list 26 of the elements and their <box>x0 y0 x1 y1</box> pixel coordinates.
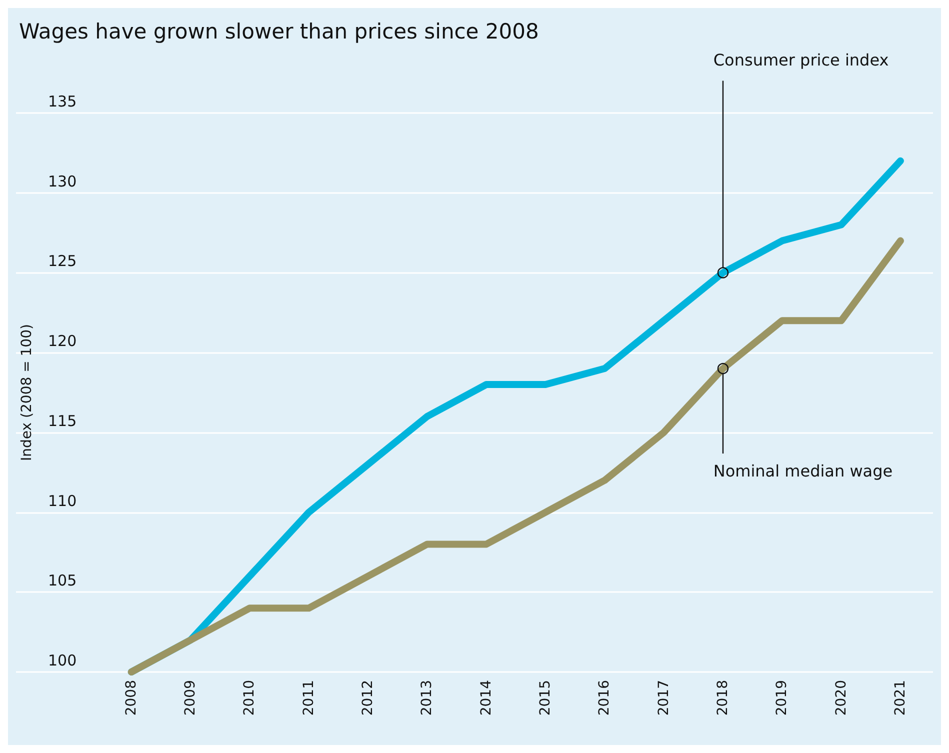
x-tick-label: 2018 <box>714 680 731 716</box>
x-tick-label: 2013 <box>419 680 436 716</box>
y-tick-label: 100 <box>48 652 77 670</box>
x-tick-label: 2020 <box>833 680 850 716</box>
y-tick-label: 110 <box>48 492 77 510</box>
x-tick-label: 2012 <box>360 680 376 716</box>
y-tick-label: 120 <box>48 332 77 350</box>
y-tick-label: 105 <box>48 572 77 590</box>
x-tick-label: 2015 <box>537 680 554 716</box>
x-tick-label: 2011 <box>300 680 317 716</box>
text: Consumer price index <box>713 50 889 70</box>
x-tick-label: 2014 <box>478 680 494 716</box>
x-tick-label: 2019 <box>774 680 790 716</box>
chart-title: Wages have grown slower than prices since 2008 <box>19 20 539 44</box>
y-tick-label: 125 <box>48 252 77 270</box>
x-tick-label: 2017 <box>656 680 672 716</box>
x-tick-label: 2010 <box>242 680 258 716</box>
x-tick-label: 2016 <box>596 680 613 716</box>
x-tick-label: 2021 <box>892 680 908 716</box>
x-tick-label: 2009 <box>182 680 199 716</box>
y-tick-label: 115 <box>48 412 77 430</box>
y-axis-title: Index (2008 = 100) <box>19 324 35 461</box>
y-tick-label: 135 <box>48 92 77 110</box>
text: Nominal median wage <box>713 461 893 480</box>
y-tick-label: 130 <box>48 172 77 190</box>
x-tick-label: 2008 <box>123 680 140 716</box>
